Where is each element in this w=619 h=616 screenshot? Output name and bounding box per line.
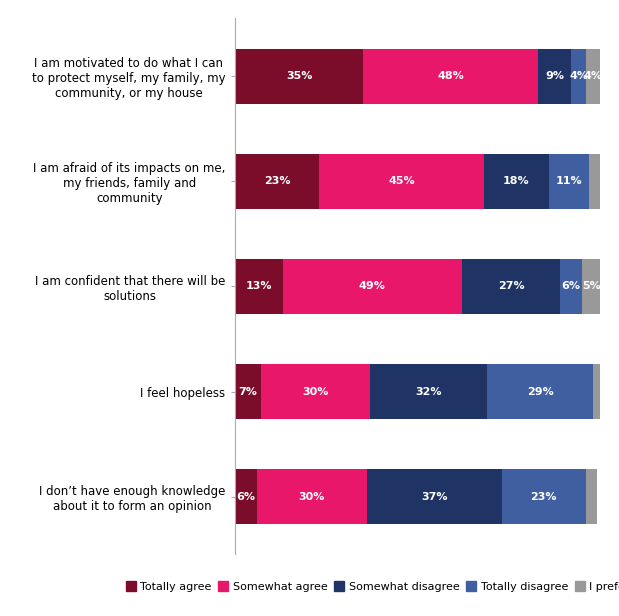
Text: 7%: 7% [238,386,258,397]
Bar [586,49,600,103]
Text: 5%: 5% [582,282,600,291]
Text: 45%: 45% [388,176,415,187]
Bar [589,154,600,209]
Bar [502,469,586,524]
Text: 49%: 49% [359,282,386,291]
Bar [363,49,539,103]
Text: 23%: 23% [530,492,557,501]
Text: 4%: 4% [569,71,588,81]
Bar [235,154,319,209]
Text: 27%: 27% [498,282,524,291]
Text: 23%: 23% [264,176,290,187]
Text: 29%: 29% [527,386,553,397]
Bar [235,49,363,103]
Bar [483,154,549,209]
Bar [582,259,600,314]
Bar [586,469,597,524]
Text: 11%: 11% [556,176,582,187]
Bar [560,259,582,314]
Bar [539,49,571,103]
Text: 6%: 6% [561,282,581,291]
Text: 6%: 6% [236,492,256,501]
Bar [235,469,257,524]
Text: 9%: 9% [545,71,565,81]
Text: 4%: 4% [584,71,603,81]
Text: 18%: 18% [503,176,530,187]
Bar [257,469,366,524]
Bar [571,49,586,103]
Bar [283,259,462,314]
Text: 32%: 32% [415,386,442,397]
Text: 13%: 13% [246,282,272,291]
Bar [487,364,593,419]
Text: 30%: 30% [299,492,325,501]
Bar [370,364,487,419]
Bar [319,154,483,209]
Text: 30%: 30% [302,386,329,397]
Bar [593,364,604,419]
Bar [261,364,370,419]
Text: 48%: 48% [437,71,464,81]
Legend: Totally agree, Somewhat agree, Somewhat disagree, Totally disagree, I prefer not: Totally agree, Somewhat agree, Somewhat … [126,582,619,592]
Bar [235,259,283,314]
Text: 35%: 35% [286,71,313,81]
Bar [366,469,502,524]
Bar [549,154,589,209]
Text: 37%: 37% [421,492,448,501]
Bar [235,364,261,419]
Bar [462,259,560,314]
